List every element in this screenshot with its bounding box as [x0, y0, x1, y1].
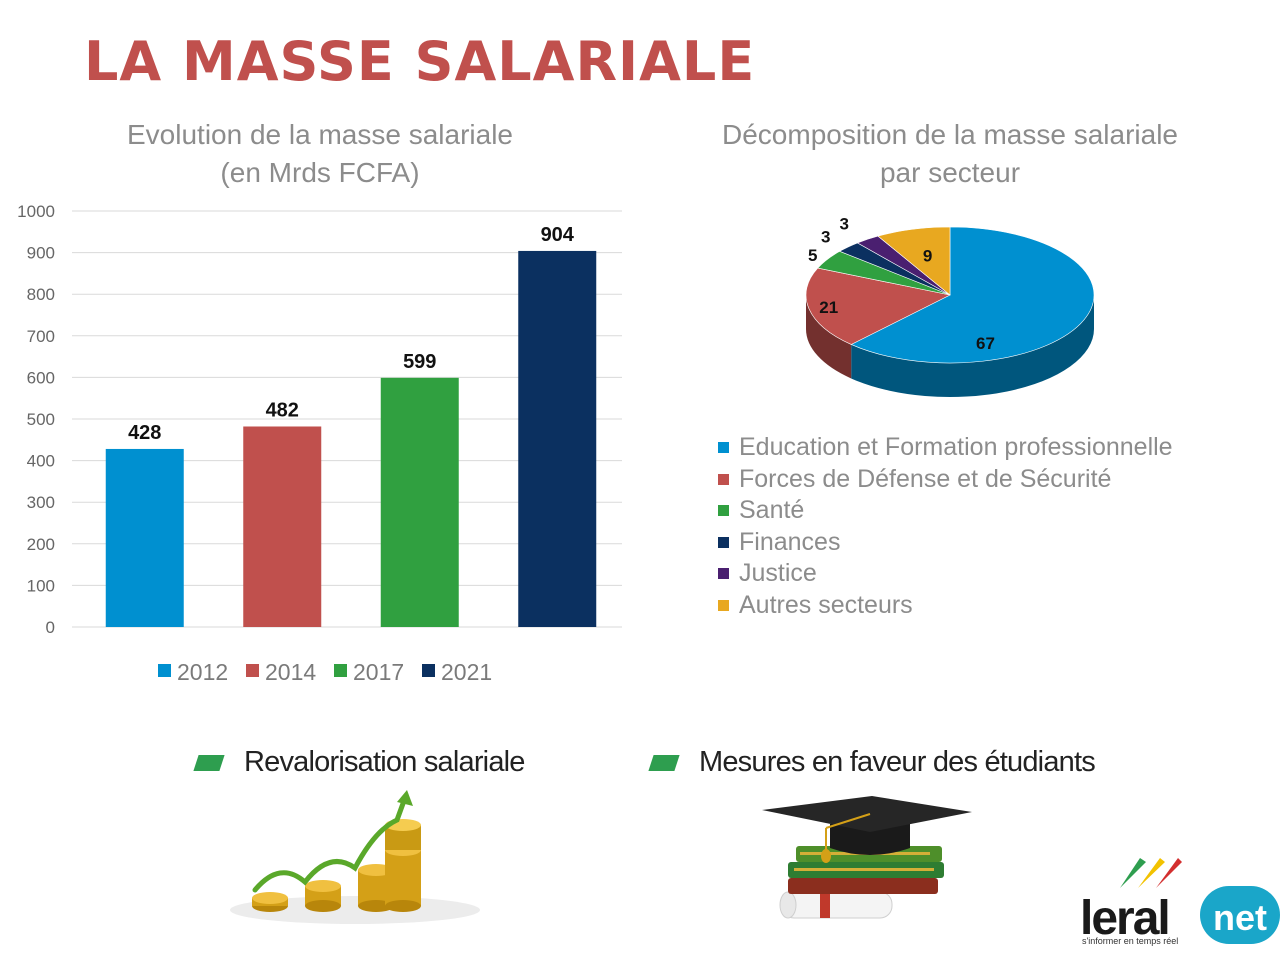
pie-legend-label: Education et Formation professionnelle — [739, 433, 1173, 462]
legend-label: 2021 — [441, 659, 492, 685]
pie-slice — [877, 226, 951, 296]
legend-swatch — [718, 536, 729, 548]
pie-chart-title-line1: Décomposition de la masse salariale — [722, 119, 1178, 150]
pie-slice — [805, 267, 951, 345]
y-tick-label: 800 — [27, 285, 55, 304]
y-tick-label: 300 — [27, 493, 55, 512]
pie-value-label: 21 — [819, 298, 838, 317]
pie-value-label: 3 — [821, 227, 830, 246]
bar-chart-title-line1: Evolution de la masse salariale — [127, 119, 513, 150]
coin-stack-icon — [385, 819, 421, 850]
pie-slice-side — [806, 295, 852, 379]
y-tick-label: 700 — [27, 327, 55, 346]
bar — [243, 426, 322, 627]
pie-value-label: 9 — [923, 247, 932, 266]
y-tick-label: 600 — [27, 368, 55, 387]
legend-item: 2014 — [246, 659, 316, 685]
y-tick-label: 1000 — [17, 202, 55, 221]
pie-legend-item: Finances — [718, 527, 1173, 559]
legend-label: 2014 — [265, 659, 316, 685]
bar-chart-title: Evolution de la masse salariale (en Mrds… — [110, 116, 530, 192]
legend-swatch — [422, 664, 435, 677]
bullet-text: Revalorisation salariale — [244, 746, 525, 778]
coin-stack-icon — [252, 892, 288, 912]
pie-value-label: 5 — [808, 246, 817, 265]
leral-logo: leral net s'informer en temps réel — [1080, 858, 1280, 946]
logo-leral-text: leral — [1080, 892, 1169, 945]
bar-value-label: 904 — [541, 224, 575, 246]
growth-arrow-icon — [252, 795, 408, 893]
pie-legend-label: Justice — [739, 559, 817, 588]
coin-stack-icon — [305, 880, 341, 912]
pie-legend-item: Santé — [718, 495, 1173, 527]
legend-item: 2017 — [334, 659, 404, 685]
pie-slice — [850, 226, 1095, 364]
green-bullet-icon — [648, 754, 680, 771]
coin-stack-icon — [385, 844, 421, 912]
pie-chart-title: Décomposition de la masse salariale par … — [700, 116, 1200, 192]
legend-label: 2012 — [177, 659, 228, 685]
pie-chart-title-line2: par secteur — [879, 157, 1021, 188]
y-tick-label: 500 — [27, 410, 55, 429]
pie-slice-side — [851, 295, 1094, 397]
bar-chart-title-line2: (en Mrds FCFA) — [220, 157, 420, 188]
coins-growth-illustration — [230, 790, 480, 924]
bullet-etudiants: Mesures en faveur des étudiants — [648, 746, 1096, 779]
pie-value-label: 3 — [840, 215, 849, 234]
logo-net-text: net — [1213, 897, 1267, 938]
legend-swatch — [334, 664, 347, 677]
bar-chart: 0 100 200 300 400 500 600 700 800 900 1000 428 482 59… — [17, 202, 622, 685]
legend-swatch — [158, 664, 171, 677]
pie-value-label: 67 — [976, 334, 995, 353]
graduation-cap-icon — [762, 796, 972, 863]
legend-label: 2017 — [353, 659, 404, 685]
y-tick-label: 200 — [27, 535, 55, 554]
pie-legend-item: Education et Formation professionnelle — [718, 432, 1173, 464]
bar — [105, 448, 184, 627]
pie-legend-item: Forces de Défense et de Sécurité — [718, 464, 1173, 496]
page-title: LA MASSE SALARIALE — [84, 30, 756, 93]
y-tick-label: 100 — [27, 576, 55, 595]
legend-swatch — [718, 599, 729, 611]
diploma-icon — [779, 891, 893, 919]
pie-legend-label: Autres secteurs — [739, 590, 913, 619]
legend-swatch — [718, 442, 729, 454]
y-tick-label: 900 — [27, 244, 55, 263]
legend-swatch — [246, 664, 259, 677]
logo-tagline: s'informer en temps réel — [1082, 936, 1178, 946]
pie-legend-label: Forces de Défense et de Sécurité — [739, 464, 1112, 493]
legend-swatch — [718, 505, 729, 517]
bullet-revalorisation: Revalorisation salariale — [193, 746, 525, 779]
pie-legend-item: Autres secteurs — [718, 590, 1173, 622]
green-bullet-icon — [193, 754, 225, 771]
y-tick-label: 0 — [46, 618, 55, 637]
graduation-books-illustration — [762, 796, 972, 919]
pie-legend-label: Santé — [739, 496, 805, 525]
legend-swatch — [718, 473, 729, 485]
bar-value-label: 599 — [403, 351, 436, 373]
bar — [380, 377, 459, 627]
pie-legend-label: Finances — [739, 527, 841, 556]
bullet-text: Mesures en faveur des étudiants — [699, 746, 1096, 778]
pie-legend-item: Justice — [718, 558, 1173, 590]
pie-chart-legend: Education et Formation professionnelle Fo… — [718, 432, 1173, 621]
y-tick-label: 400 — [27, 452, 55, 471]
bar — [518, 250, 597, 627]
legend-item: 2021 — [422, 659, 492, 685]
legend-swatch — [718, 568, 729, 580]
bar-value-label: 482 — [266, 399, 299, 421]
bar-value-label: 428 — [128, 422, 161, 444]
legend-item: 2012 — [158, 659, 228, 685]
